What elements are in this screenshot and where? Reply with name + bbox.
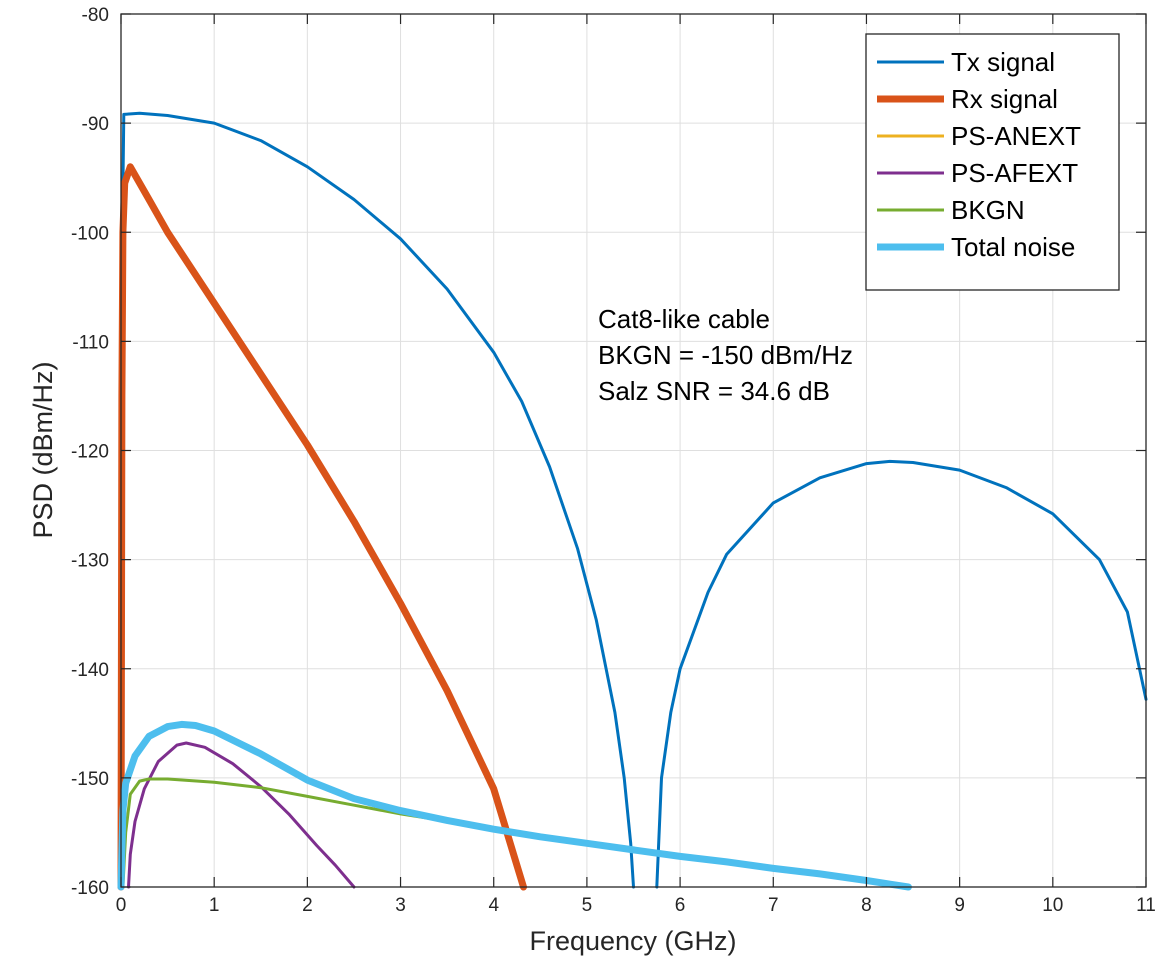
x-tick-label: 0: [116, 895, 127, 916]
axis-ticks: 0 1 2 3 4 5 6 7 8 9 10 11 -160 -150 -140 -130 -120 -110 -1…: [71, 5, 1156, 916]
y-tick-label: -90: [82, 114, 109, 135]
y-tick-label: -150: [71, 769, 109, 790]
legend-label: Total noise: [951, 232, 1075, 262]
annotation: Cat8-like cable BKGN = -150 dBm/Hz Salz …: [598, 304, 853, 406]
legend-item-total-noise: Total noise: [877, 232, 1075, 262]
y-tick-label: -140: [71, 660, 109, 681]
y-tick-label: -160: [71, 878, 109, 899]
x-tick-label: 1: [209, 895, 220, 916]
legend: Tx signal Rx signal PS-ANEXT PS-AFEXT BKGN To…: [865, 33, 1120, 291]
legend-label: Tx signal: [951, 47, 1055, 77]
y-tick-label: -80: [82, 5, 109, 26]
x-tick-label: 4: [488, 895, 499, 916]
x-tick-label: 10: [1042, 895, 1063, 916]
x-tick-label: 3: [395, 895, 406, 916]
annotation-line-3: Salz SNR = 34.6 dB: [598, 376, 830, 406]
legend-label: Rx signal: [951, 84, 1058, 114]
legend-label: BKGN: [951, 195, 1025, 225]
x-tick-label: 7: [768, 895, 779, 916]
legend-item-tx-signal: Tx signal: [877, 47, 1055, 77]
y-tick-label: -110: [72, 332, 109, 353]
series-line-bkgn: [121, 777, 430, 889]
x-tick-label: 6: [675, 895, 686, 916]
y-axis-label: PSD (dBm/Hz): [28, 361, 58, 538]
series-line-ps-afext: [127, 741, 356, 889]
x-tick-label: 11: [1136, 895, 1156, 916]
annotation-line-1: Cat8-like cable: [598, 304, 770, 334]
series-line-total-noise: [117, 720, 912, 891]
x-tick-label: 8: [861, 895, 872, 916]
x-tick-label: 2: [302, 895, 313, 916]
series-line-tx-signal: [121, 111, 635, 889]
annotation-line-2: BKGN = -150 dBm/Hz: [598, 340, 853, 370]
series-line-tx-signal: [655, 459, 1148, 889]
legend-item-bkgn: BKGN: [877, 195, 1025, 225]
y-tick-label: -120: [71, 442, 109, 463]
x-tick-label: 9: [954, 895, 965, 916]
legend-label: PS-ANEXT: [951, 121, 1081, 151]
legend-item-ps-afext: PS-AFEXT: [877, 158, 1078, 188]
y-tick-label: -100: [71, 223, 109, 244]
x-axis-label: Frequency (GHz): [529, 926, 736, 956]
legend-label: PS-AFEXT: [951, 158, 1078, 188]
legend-item-ps-anext: PS-ANEXT: [877, 121, 1081, 151]
series-lines: [117, 111, 1148, 891]
series-line-rx-signal: [117, 163, 527, 891]
y-tick-label: -130: [71, 551, 109, 572]
legend-item-rx-signal: Rx signal: [877, 84, 1058, 114]
x-tick-label: 5: [582, 895, 593, 916]
legend-items: Tx signal Rx signal PS-ANEXT PS-AFEXT BKGN To…: [877, 47, 1081, 262]
